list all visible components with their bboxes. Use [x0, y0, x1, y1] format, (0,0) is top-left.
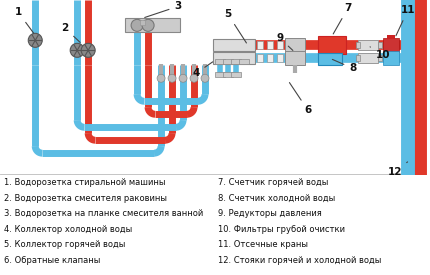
Text: 9. Редукторы давления: 9. Редукторы давления — [218, 209, 322, 218]
Circle shape — [179, 74, 187, 82]
Text: 6: 6 — [289, 82, 311, 115]
Text: 3. Водорозетка на планке смесителя ванной: 3. Водорозетка на планке смесителя ванно… — [4, 209, 203, 218]
Bar — [356, 42, 360, 48]
Bar — [277, 41, 283, 49]
Text: 1: 1 — [15, 7, 34, 33]
Bar — [277, 54, 283, 62]
Bar — [213, 52, 255, 64]
Bar — [285, 51, 305, 65]
Bar — [358, 53, 378, 63]
Bar — [383, 51, 399, 65]
Text: 3: 3 — [145, 1, 182, 18]
Bar — [387, 35, 395, 39]
Text: 12. Стояки горячей и холодной воды: 12. Стояки горячей и холодной воды — [218, 255, 381, 265]
Text: 9: 9 — [276, 33, 293, 50]
Bar — [231, 72, 241, 77]
Text: 5: 5 — [224, 9, 246, 43]
Circle shape — [131, 19, 143, 31]
Circle shape — [201, 74, 209, 82]
Bar — [356, 55, 360, 61]
Circle shape — [190, 74, 198, 82]
Bar — [378, 55, 382, 61]
Text: 2: 2 — [61, 23, 80, 42]
Bar — [318, 53, 342, 65]
Bar — [257, 54, 263, 62]
Bar — [239, 59, 249, 64]
Text: 1. Водорозетка стиральной машины: 1. Водорозетка стиральной машины — [4, 178, 166, 187]
Bar — [383, 38, 399, 52]
Text: 8: 8 — [332, 59, 356, 73]
Bar — [318, 36, 346, 54]
Text: 12: 12 — [387, 162, 408, 177]
Circle shape — [81, 43, 95, 57]
Circle shape — [168, 74, 176, 82]
Text: 2. Водорозетка смесителя раковины: 2. Водорозетка смесителя раковины — [4, 194, 167, 203]
Text: 5. Коллектор горячей воды: 5. Коллектор горячей воды — [4, 240, 126, 249]
Text: 11. Отсечные краны: 11. Отсечные краны — [218, 240, 308, 249]
Text: 7. Счетчик горячей воды: 7. Счетчик горячей воды — [218, 178, 329, 187]
Text: 11: 11 — [396, 6, 415, 36]
Bar — [231, 59, 241, 64]
Bar — [223, 59, 233, 64]
Text: 4: 4 — [192, 62, 213, 78]
Bar — [215, 59, 225, 64]
Text: 4. Коллектор холодной воды: 4. Коллектор холодной воды — [4, 225, 132, 233]
Bar — [378, 42, 382, 48]
Bar — [267, 54, 273, 62]
Bar — [223, 72, 233, 77]
Circle shape — [142, 19, 154, 31]
Text: 10. Фильтры грубой очистки: 10. Фильтры грубой очистки — [218, 225, 345, 233]
Bar — [267, 41, 273, 49]
Text: 8. Счетчик холодной воды: 8. Счетчик холодной воды — [218, 194, 335, 203]
Text: 10: 10 — [370, 47, 390, 60]
Text: 7: 7 — [333, 3, 351, 34]
Circle shape — [70, 43, 84, 57]
Bar — [213, 39, 255, 51]
Bar — [358, 40, 378, 50]
Circle shape — [28, 33, 42, 47]
Bar — [215, 72, 225, 77]
Bar — [140, 20, 145, 25]
Bar — [285, 38, 305, 52]
Circle shape — [157, 74, 165, 82]
Bar — [257, 41, 263, 49]
Bar — [125, 18, 180, 32]
Text: 6. Обратные клапаны: 6. Обратные клапаны — [4, 255, 101, 265]
